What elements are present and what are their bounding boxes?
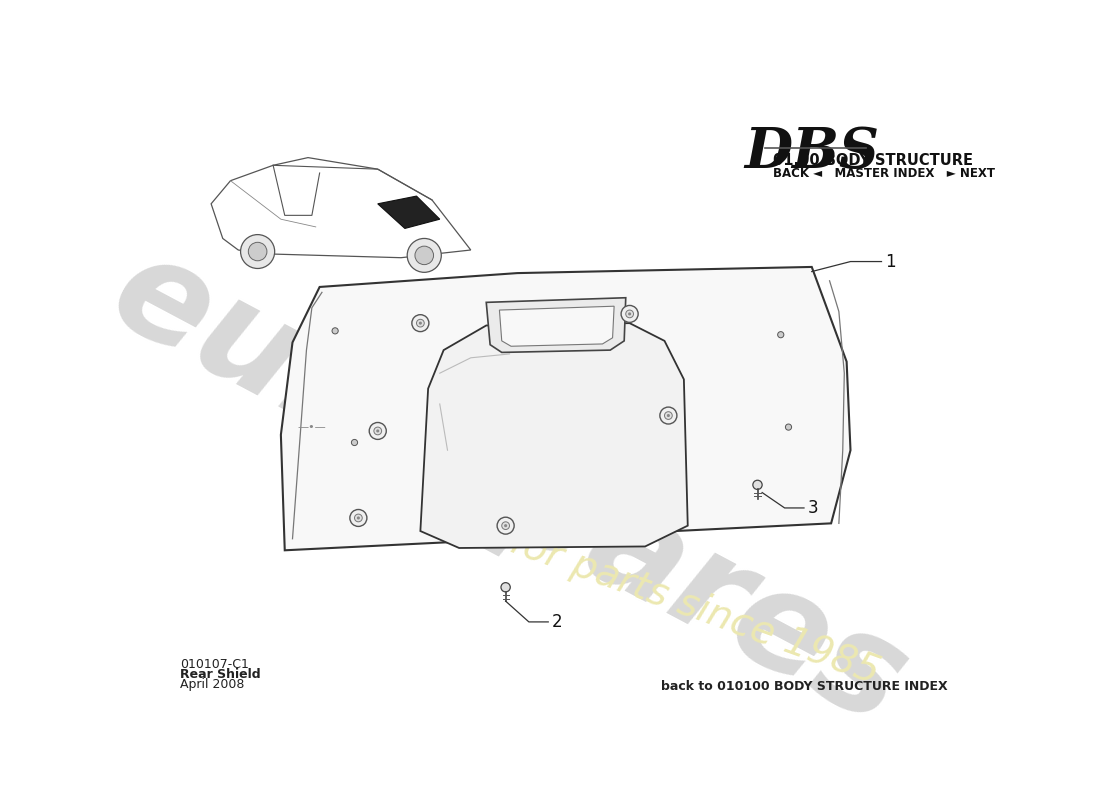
Text: 1: 1: [886, 253, 896, 270]
Circle shape: [354, 514, 362, 522]
Text: 2: 2: [552, 613, 563, 631]
Text: Rear Shield: Rear Shield: [180, 668, 261, 681]
Circle shape: [628, 312, 631, 315]
Polygon shape: [280, 267, 850, 550]
Circle shape: [502, 522, 509, 530]
Circle shape: [407, 238, 441, 272]
Polygon shape: [420, 323, 688, 548]
Circle shape: [374, 427, 382, 435]
Text: 3: 3: [807, 499, 818, 517]
Circle shape: [500, 582, 510, 592]
Text: 01.00 BODY STRUCTURE: 01.00 BODY STRUCTURE: [773, 153, 974, 168]
Text: 010107-C1: 010107-C1: [180, 658, 249, 671]
Text: back to 010100 BODY STRUCTURE INDEX: back to 010100 BODY STRUCTURE INDEX: [661, 680, 947, 693]
Text: DBS: DBS: [745, 126, 879, 180]
Circle shape: [411, 314, 429, 332]
Circle shape: [785, 424, 792, 430]
Circle shape: [415, 246, 433, 265]
Circle shape: [417, 319, 425, 327]
Text: BACK ◄   MASTER INDEX   ► NEXT: BACK ◄ MASTER INDEX ► NEXT: [773, 167, 996, 180]
Circle shape: [667, 414, 670, 417]
Circle shape: [621, 306, 638, 322]
Circle shape: [350, 510, 367, 526]
Circle shape: [660, 407, 676, 424]
Text: a passion for parts since 1985: a passion for parts since 1985: [320, 455, 884, 692]
Circle shape: [778, 332, 784, 338]
Text: —•—: —•—: [297, 422, 327, 432]
Text: eurospares: eurospares: [90, 223, 928, 754]
Circle shape: [497, 517, 514, 534]
Circle shape: [370, 422, 386, 439]
Circle shape: [664, 412, 672, 419]
Circle shape: [356, 517, 360, 519]
Circle shape: [241, 234, 275, 269]
Circle shape: [351, 439, 358, 446]
Polygon shape: [377, 196, 440, 229]
Circle shape: [504, 524, 507, 527]
Circle shape: [376, 430, 380, 433]
Text: April 2008: April 2008: [180, 678, 244, 691]
Circle shape: [626, 310, 634, 318]
Circle shape: [752, 480, 762, 490]
Circle shape: [249, 242, 267, 261]
Circle shape: [419, 322, 422, 325]
Circle shape: [332, 328, 338, 334]
Polygon shape: [486, 298, 626, 353]
Polygon shape: [499, 306, 614, 346]
